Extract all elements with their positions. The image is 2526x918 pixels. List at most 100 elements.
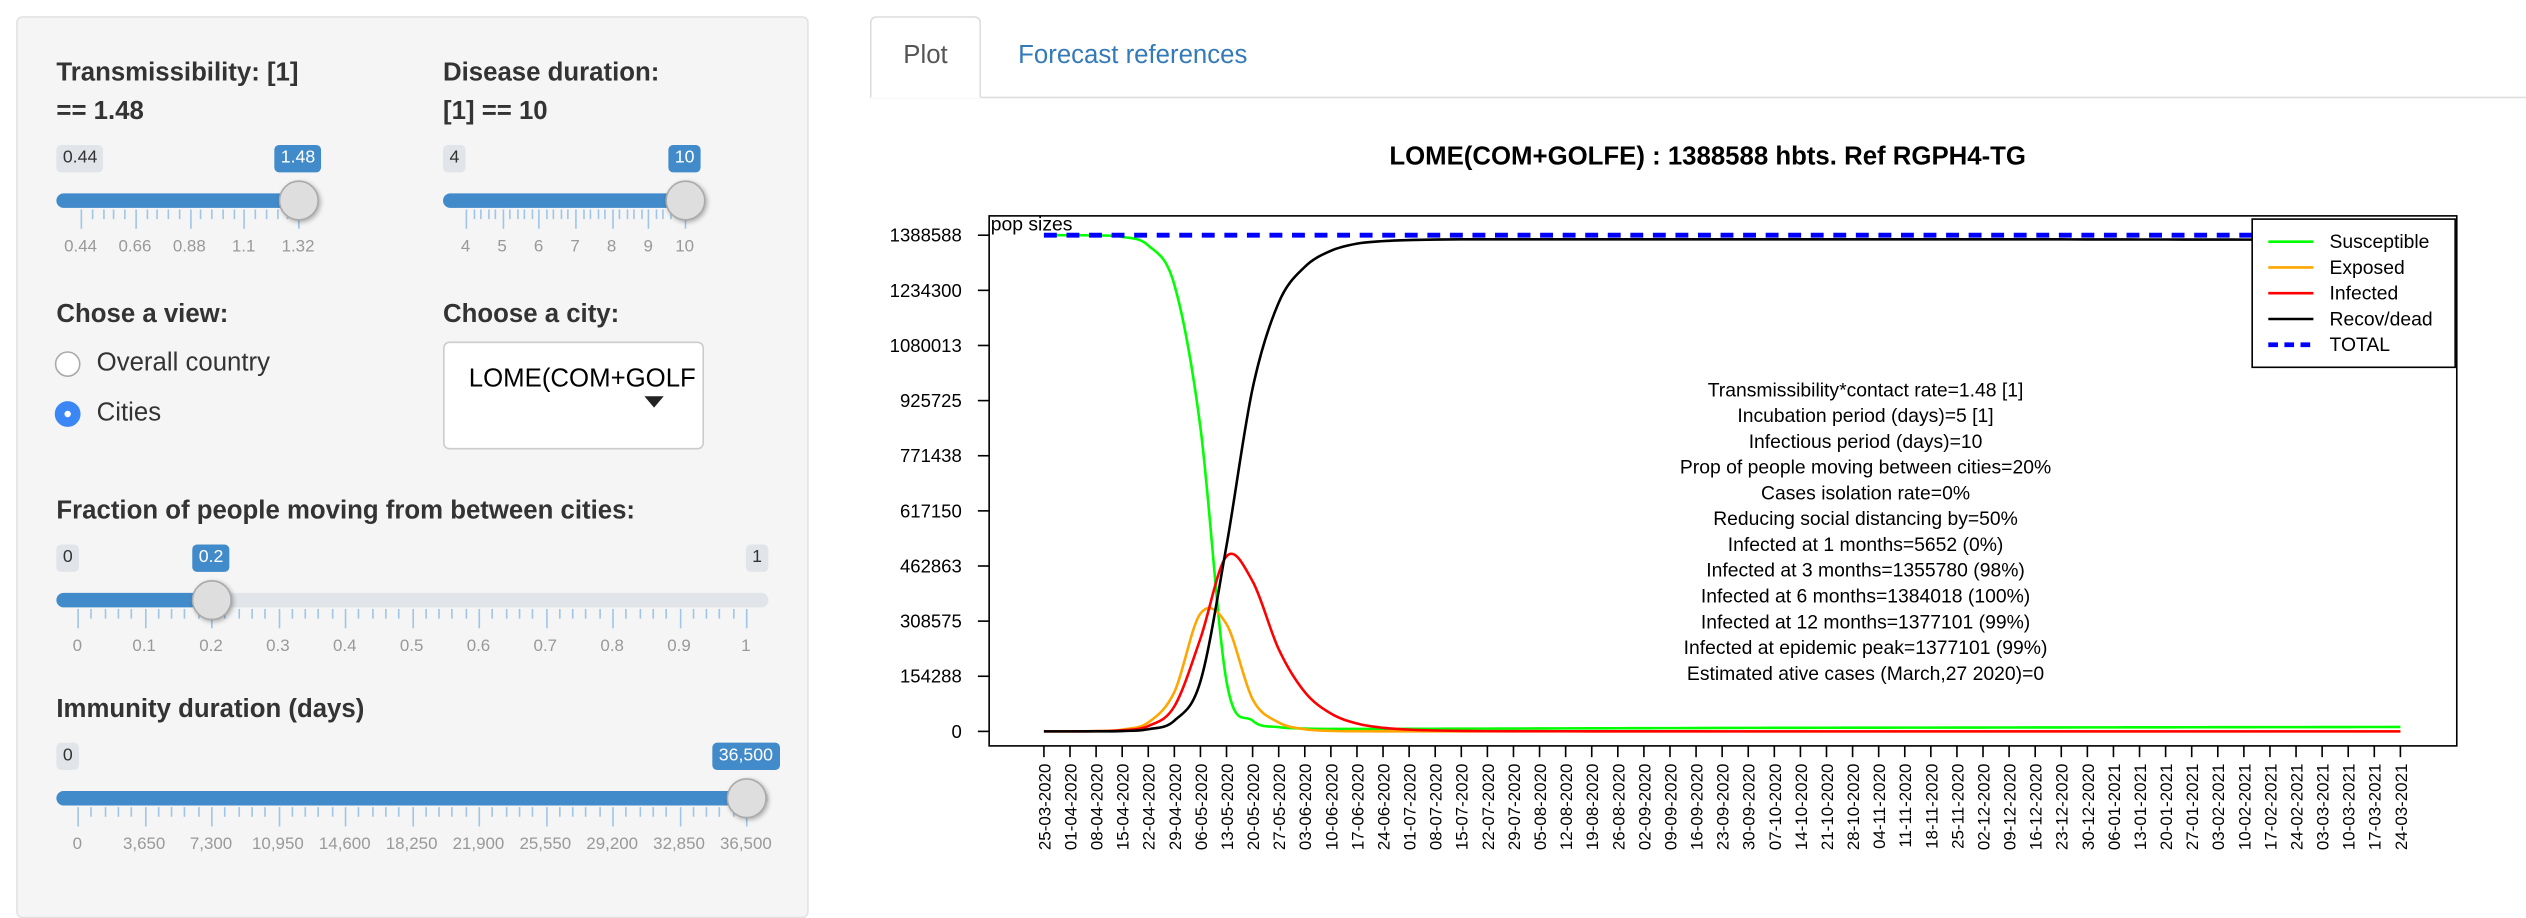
fraction-grid-label: 0.3 bbox=[266, 636, 290, 656]
slider-tick bbox=[480, 209, 482, 220]
radio-overall-country-label[interactable]: Overall country bbox=[96, 349, 270, 377]
slider-tick bbox=[277, 608, 280, 629]
radio-cities-label[interactable]: Cities bbox=[96, 399, 162, 427]
slider-tick bbox=[130, 608, 133, 619]
slider-tick bbox=[598, 608, 601, 619]
transmissibility-grid-label: 1.32 bbox=[281, 236, 315, 257]
x-tick-label: 16-09-2020 bbox=[1688, 764, 1707, 850]
x-tick-label: 17-06-2020 bbox=[1348, 764, 1367, 850]
annotation-text: Cases isolation rate=0% bbox=[1761, 483, 1970, 504]
slider-tick bbox=[178, 209, 181, 220]
x-tick-label: 15-04-2020 bbox=[1114, 764, 1133, 850]
fraction-grid-label: 0.1 bbox=[132, 636, 156, 656]
slider-tick bbox=[572, 608, 574, 619]
slider-tick bbox=[189, 209, 191, 229]
slider-tick bbox=[524, 209, 526, 220]
x-tick-label: 03-03-2021 bbox=[2314, 764, 2333, 850]
x-tick-label: 19-08-2020 bbox=[1583, 764, 1602, 850]
x-tick-label: 18-11-2020 bbox=[1922, 764, 1941, 849]
slider-tick bbox=[276, 209, 278, 220]
x-tick-label: 02-12-2020 bbox=[1974, 764, 1993, 850]
slider-tick bbox=[545, 209, 548, 220]
x-tick-label: 25-03-2020 bbox=[1035, 764, 1054, 850]
x-tick-label: 03-06-2020 bbox=[1296, 764, 1315, 850]
slider-tick bbox=[104, 608, 106, 619]
slider-tick bbox=[491, 608, 494, 619]
y-tick-label: 308575 bbox=[900, 611, 962, 632]
x-tick-label: 08-04-2020 bbox=[1088, 764, 1107, 850]
slider-tick bbox=[113, 209, 115, 220]
city-select[interactable]: LOME(COM+GOLFE) bbox=[443, 341, 705, 450]
slider-tick bbox=[104, 807, 106, 817]
tab-plot[interactable]: Plot bbox=[869, 16, 982, 99]
annotation-text: Incubation period (days)=5 [1] bbox=[1737, 406, 1993, 427]
legend-label: Infected bbox=[2330, 284, 2399, 305]
x-tick-label: 06-01-2021 bbox=[2105, 764, 2124, 850]
slider-tick bbox=[625, 608, 628, 619]
slider-tick bbox=[491, 807, 494, 817]
slider-tick bbox=[516, 209, 519, 220]
x-tick-label: 10-02-2021 bbox=[2235, 764, 2254, 850]
annotation-text: Infected at 12 months=1377101 (99%) bbox=[1701, 612, 2030, 633]
duration-value-badge: 10 bbox=[668, 144, 701, 173]
slider-tick bbox=[652, 807, 654, 817]
x-tick-label: 23-12-2020 bbox=[2053, 764, 2072, 850]
slider-tick bbox=[538, 209, 541, 229]
slider-tick bbox=[545, 807, 547, 827]
view-label: Chose a view: bbox=[56, 301, 229, 329]
x-tick-label: 02-09-2020 bbox=[1635, 764, 1654, 850]
x-tick-label: 13-01-2021 bbox=[2131, 764, 2150, 850]
slider-tick bbox=[371, 807, 374, 817]
x-tick-label: 21-10-2020 bbox=[1818, 764, 1837, 850]
y-tick-label: 617150 bbox=[900, 500, 962, 521]
slider-tick bbox=[130, 807, 133, 817]
duration-grid-label: 9 bbox=[643, 236, 653, 257]
transmissibility-min-badge: 0.44 bbox=[56, 144, 104, 173]
transmissibility-label: Transmissibility: [1] bbox=[56, 59, 299, 87]
x-tick-label: 10-06-2020 bbox=[1322, 764, 1341, 850]
fraction-label: Fraction of people moving from between c… bbox=[56, 497, 635, 526]
slider-tick bbox=[585, 608, 588, 619]
immunity-slider-handle[interactable] bbox=[725, 777, 767, 818]
slider-tick bbox=[265, 209, 268, 220]
slider-tick bbox=[531, 608, 534, 619]
x-tick-label: 28-10-2020 bbox=[1844, 764, 1863, 850]
slider-tick bbox=[719, 608, 721, 619]
slider-tick bbox=[465, 608, 467, 619]
chart-title: LOME(COM+GOLFE) : 1388588 hbts. Ref RGPH… bbox=[1389, 143, 2026, 171]
slider-tick bbox=[77, 807, 79, 827]
x-tick-label: 24-06-2020 bbox=[1374, 764, 1393, 850]
slider-tick bbox=[317, 807, 320, 817]
slider-tick bbox=[211, 209, 213, 220]
slider-tick bbox=[745, 608, 748, 629]
x-tick-label: 09-12-2020 bbox=[2001, 764, 2020, 850]
radio-overall-country[interactable] bbox=[54, 351, 81, 377]
slider-tick bbox=[679, 608, 681, 629]
fraction-slider-track[interactable] bbox=[56, 592, 769, 608]
x-tick-label: 14-10-2020 bbox=[1792, 764, 1811, 850]
fraction-max-badge: 1 bbox=[745, 544, 769, 572]
slider-tick bbox=[411, 807, 414, 827]
fraction-slider-handle[interactable] bbox=[190, 579, 232, 620]
duration-grid-label: 7 bbox=[570, 236, 580, 257]
duration-slider-handle[interactable] bbox=[664, 179, 705, 220]
transmissibility-grid-label: 1.1 bbox=[231, 236, 256, 257]
transmissibility-slider-handle[interactable] bbox=[277, 179, 319, 220]
slider-tick bbox=[478, 807, 481, 827]
slider-tick bbox=[211, 807, 213, 827]
slider-tick bbox=[509, 209, 511, 220]
plot-frame bbox=[988, 215, 2458, 747]
slider-tick bbox=[531, 209, 533, 220]
duration-min-badge: 4 bbox=[443, 144, 466, 173]
x-tick-label: 17-03-2021 bbox=[2366, 764, 2385, 850]
slider-tick bbox=[572, 807, 574, 817]
x-tick-label: 22-07-2020 bbox=[1479, 764, 1498, 850]
slider-tick bbox=[618, 209, 621, 220]
fraction-slider-fill bbox=[56, 592, 212, 608]
radio-cities[interactable] bbox=[54, 401, 81, 427]
x-tick-label: 06-05-2020 bbox=[1192, 764, 1211, 850]
tab-forecast-references[interactable]: Forecast references bbox=[1018, 41, 1248, 70]
fraction-grid-label: 0 bbox=[72, 636, 83, 656]
y-tick-label: 0 bbox=[951, 721, 961, 742]
slider-tick bbox=[575, 209, 577, 229]
